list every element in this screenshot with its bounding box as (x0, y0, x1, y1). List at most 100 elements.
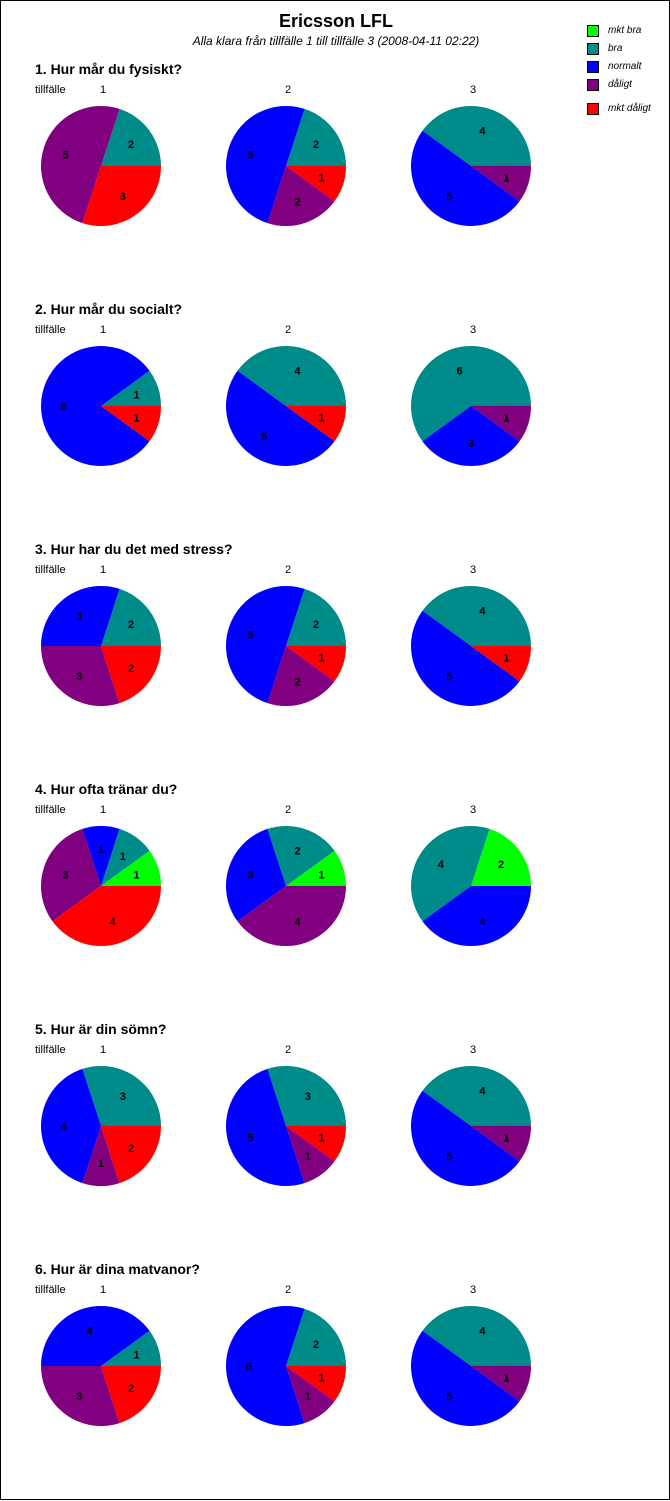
session-label: 3 (469, 84, 477, 96)
pie-slice-bra (286, 1308, 346, 1366)
pie-slice-value-label: 1 (503, 412, 509, 424)
pie-chart: 4 5 1 (411, 105, 531, 226)
pie-slice-mkt-bra (101, 850, 161, 886)
pie-slice-value-label: 3 (76, 671, 82, 683)
session-label: 1 (99, 84, 107, 96)
pie-slice-value-label: 4 (479, 1326, 486, 1338)
pie-slice-value-label: 4 (479, 606, 486, 618)
chart-title: 6. Hur är dina matvanor? (35, 1261, 200, 1277)
pie-chart: 4 5 1 (411, 586, 531, 706)
session-label: 1 (99, 1044, 107, 1056)
session-label: 3 (469, 804, 477, 816)
pie-slice-value-label: 3 (468, 438, 474, 450)
pie-slice-normalt (226, 586, 305, 704)
pie-slice-daligt (267, 646, 335, 706)
pie-slice-value-label: 2 (128, 663, 134, 675)
pie-chart: 2 3 3 2 (41, 586, 161, 706)
pie-slice-value-label: 1 (305, 1391, 311, 1403)
legend-swatch (587, 25, 599, 37)
pie-slice-bra (237, 346, 346, 406)
pie-slice-daligt (471, 166, 531, 202)
pie-chart: 1 4 3 2 (41, 1306, 161, 1426)
pie-slice-value-label: 2 (294, 676, 300, 688)
pie-slice-normalt (411, 610, 520, 706)
pie-slice-value-label: 3 (76, 611, 82, 623)
pie-slice-value-label: 3 (120, 1091, 126, 1103)
pie-slice-mkt-daligt (286, 1366, 346, 1402)
legend-label: dåligt (608, 79, 632, 90)
pie-slice-bra (422, 1306, 531, 1366)
pie-chart: 2 5 3 (41, 106, 161, 226)
pie-slice-daligt (286, 1126, 335, 1184)
pie-slice-normalt (422, 406, 520, 466)
pie-slice-value-label: 2 (313, 619, 319, 631)
pie-slice-bra (267, 826, 335, 886)
pie-slice-value-label: 4 (479, 126, 486, 138)
session-prefix: tillfälle (35, 804, 66, 816)
pie-slice-normalt (411, 1090, 520, 1186)
pie-slice-value-label: 1 (503, 1132, 509, 1144)
session-label: 1 (99, 564, 107, 576)
page-subtitle: Alla klara från tillfälle 1 till tillfäl… (192, 34, 480, 48)
pie-slice-value-label: 2 (128, 1143, 134, 1155)
pie-slice-bra (101, 588, 161, 646)
pie-slice-normalt (226, 1068, 305, 1186)
pie-slice-value-label: 2 (128, 1383, 134, 1395)
pie-slice-mkt-daligt (286, 646, 346, 682)
pie-slice-value-label: 5 (446, 1391, 452, 1403)
chart-4: 4. Hur ofta tränar du? tillfälle 1 1 1 1 3 4 2 1 2… (1, 781, 670, 1021)
pie-slice-value-label: 1 (503, 172, 509, 184)
pie-slice-value-label: 1 (98, 1158, 104, 1170)
session-label: 2 (284, 804, 292, 816)
pie-slice-normalt (41, 346, 150, 466)
session-label: 2 (284, 84, 292, 96)
pie-slice-value-label: 8 (61, 401, 67, 413)
legend-label: mkt bra (608, 25, 642, 36)
session-label: 3 (469, 1044, 477, 1056)
pie-slice-mkt-daligt (471, 646, 531, 682)
pie-slice-bra (422, 586, 531, 646)
chart-title: 4. Hur ofta tränar du? (35, 781, 178, 797)
pie-chart: 3 4 1 2 (40, 1066, 161, 1186)
session-label: 2 (284, 324, 292, 336)
legend-swatch (587, 103, 599, 115)
pie-slice-value-label: 3 (76, 1391, 82, 1403)
pie-slice-daligt (471, 406, 531, 442)
pie-slice-value-label: 2 (498, 859, 504, 871)
pie-slice-daligt (286, 1366, 335, 1424)
chart-1: 1. Hur mår du fysiskt? tillfälle 1 2 5 3 2 2 5 2 1… (1, 61, 670, 301)
pie-slice-value-label: 4 (479, 1086, 486, 1098)
pie-slice-mkt-daligt (82, 166, 161, 226)
pie-slice-value-label: 1 (133, 870, 139, 882)
pie-chart: 2 6 11 (226, 1306, 346, 1426)
pie-slice-value-label: 1 (120, 851, 126, 863)
pie-slice-value-label: 2 (313, 139, 319, 151)
pie-slice-value-label: 5 (446, 671, 452, 683)
chart-title: 5. Hur är din sömn? (35, 1021, 167, 1037)
pie-slice-value-label: 1 (133, 1350, 139, 1362)
pie-slice-value-label: 1 (318, 870, 324, 882)
pie-slice-bra (422, 1066, 531, 1126)
session-label: 1 (99, 324, 107, 336)
pie-slice-normalt (226, 1306, 305, 1426)
pie-slice-value-label: 4 (61, 1121, 68, 1133)
pie-slice-value-label: 5 (446, 191, 452, 203)
pie-slice-value-label: 2 (294, 846, 300, 858)
pie-slice-normalt (41, 586, 120, 646)
pie-slice-value-label: 2 (128, 619, 134, 631)
pie-slice-mkt-bra (471, 828, 531, 886)
session-prefix: tillfälle (35, 324, 66, 336)
pie-chart: 1 8 1 (41, 346, 161, 466)
pie-slice-value-label: 3 (63, 870, 69, 882)
session-label: 1 (99, 1284, 107, 1296)
session-label: 2 (284, 1284, 292, 1296)
pie-slice-daligt (41, 1366, 120, 1426)
pie-slice-value-label: 5 (248, 630, 254, 642)
pie-slice-value-label: 4 (294, 366, 301, 378)
pie-slice-daligt (471, 1126, 531, 1162)
pie-slice-bra (101, 370, 161, 406)
pie-slice-bra (422, 105, 531, 166)
pie-slice-value-label: 1 (318, 1132, 324, 1144)
legend-label: bra (608, 43, 623, 54)
